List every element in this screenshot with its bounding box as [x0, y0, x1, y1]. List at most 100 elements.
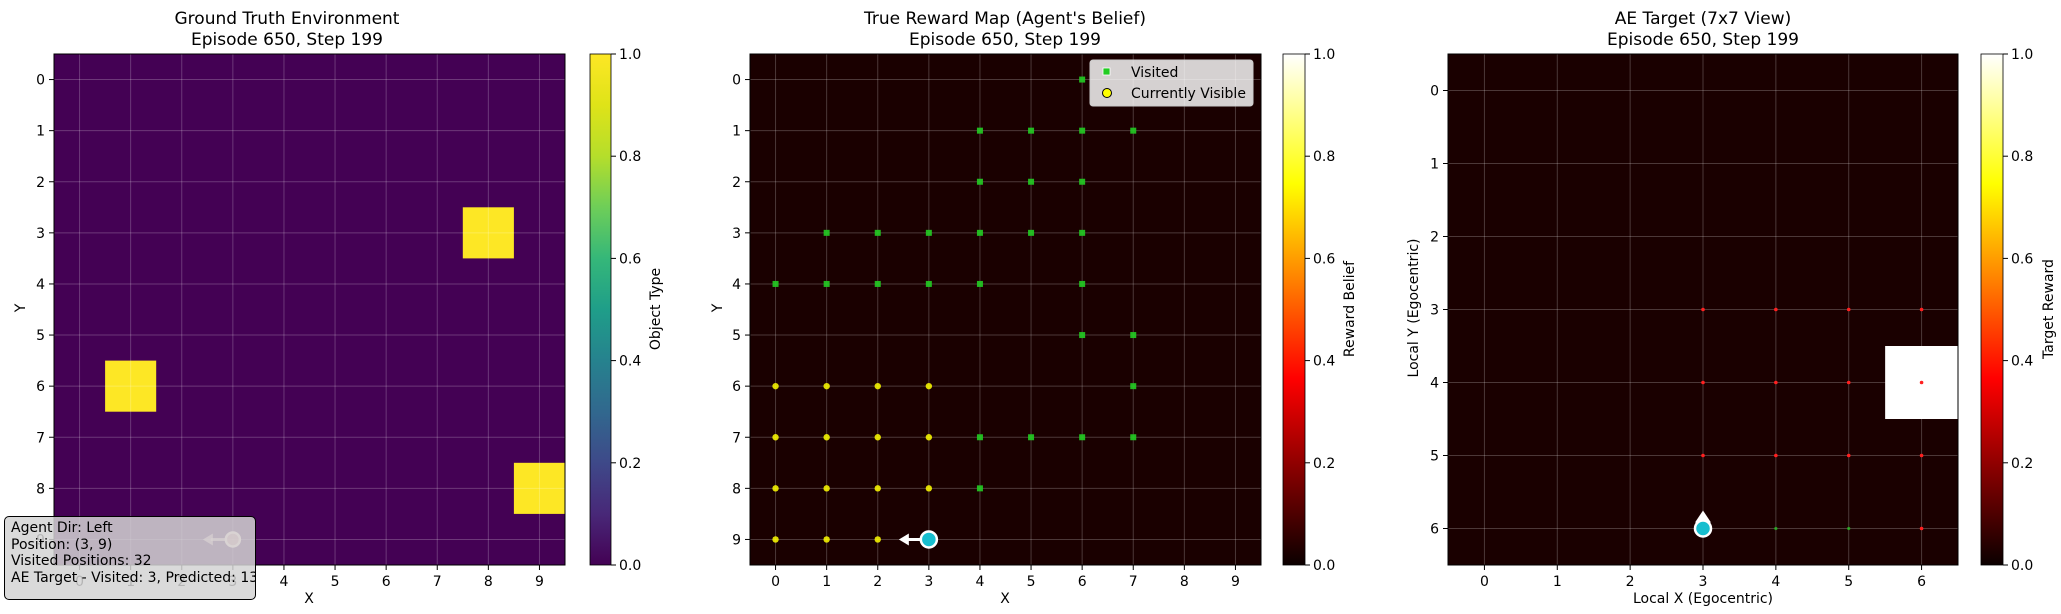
target-dot	[1774, 453, 1778, 458]
plot-frame	[749, 53, 1262, 566]
visited-marker	[1079, 229, 1086, 236]
x-tick-label: 8	[1180, 574, 1189, 590]
panel-ae-target: AE Target (7x7 View) Episode 650, Step 1…	[1406, 9, 2057, 607]
target-dot	[1846, 380, 1851, 385]
legend-visited-marker-icon	[1102, 67, 1111, 76]
visited-marker	[1079, 332, 1086, 339]
visible-marker	[925, 382, 933, 390]
x-tick-label: 4	[975, 574, 984, 590]
target-dot	[1846, 307, 1851, 312]
colorbar-tick-label: 1.0	[2011, 47, 2033, 63]
x-tick-label: 4	[279, 574, 288, 590]
target-dot	[1919, 380, 1924, 385]
visited-marker	[976, 178, 983, 185]
panel3-y-ticks: 0 1 2 3 4 5 6	[1430, 84, 1448, 538]
y-tick-label: 1	[36, 124, 45, 140]
target-dot	[1701, 380, 1705, 385]
colorbar-tick-label: 0.8	[2011, 149, 2033, 165]
x-tick-label: 2	[1626, 574, 1635, 590]
colorbar-tick-label: 0.4	[2011, 354, 2033, 370]
panel1-title-line1: Ground Truth Environment	[175, 9, 400, 29]
visited-marker	[1130, 127, 1137, 134]
visible-marker	[874, 536, 881, 543]
visited-marker	[1079, 280, 1086, 287]
visited-marker	[1130, 332, 1137, 339]
info-line-direction: Agent Dir: Left	[11, 520, 113, 536]
visited-marker	[874, 229, 881, 236]
visited-marker	[925, 229, 932, 236]
visible-marker	[874, 485, 881, 492]
panel3-colorbar-label: Target Reward	[2041, 259, 2057, 360]
colorbar-tick-label: 0.6	[619, 251, 641, 267]
x-tick-label: 3	[924, 574, 933, 590]
y-tick-label: 9	[732, 532, 741, 548]
x-tick-label: 2	[873, 574, 882, 590]
visited-marker	[1079, 127, 1086, 134]
y-tick-label: 2	[1430, 230, 1439, 246]
heatmap-cell	[513, 462, 565, 514]
y-tick-label: 6	[1430, 522, 1439, 538]
panel3-x-label: Local X (Egocentric)	[1633, 591, 1773, 607]
visited-marker	[976, 127, 983, 134]
y-tick-label: 7	[36, 430, 45, 446]
visited-marker	[1079, 178, 1086, 185]
y-tick-label: 8	[36, 481, 45, 497]
y-tick-label: 4	[1430, 376, 1439, 392]
heatmap-cell	[105, 360, 157, 412]
visited-marker	[1130, 434, 1137, 441]
x-tick-label: 5	[1027, 574, 1036, 590]
visible-marker	[772, 536, 779, 543]
colorbar-tick-label: 0.2	[1313, 456, 1335, 472]
panel3-colorbar	[1980, 53, 2004, 566]
panel-ground-truth: Ground Truth Environment Episode 650, St…	[13, 9, 664, 607]
x-tick-label: 4	[1771, 574, 1780, 590]
heatmap-cell	[462, 207, 514, 259]
colorbar-tick-label: 0.0	[619, 558, 641, 574]
target-dot	[1701, 453, 1705, 458]
heatmap-background	[750, 54, 1261, 565]
y-tick-label: 8	[732, 481, 741, 497]
visible-marker	[823, 382, 830, 390]
visited-marker	[1079, 76, 1086, 83]
panel2-y-label: Y	[710, 303, 726, 313]
legend-box	[1089, 59, 1254, 107]
x-tick-label: 6	[382, 574, 391, 590]
panel2-title-line1: True Reward Map (Agent's Belief)	[863, 9, 1146, 29]
x-tick-label: 9	[1231, 574, 1240, 590]
panel3-x-ticks: 0 1 2 3 4 5 6	[1480, 565, 1926, 590]
panel1-plot-area	[53, 53, 566, 566]
y-tick-label: 2	[36, 175, 45, 191]
x-tick-label: 6	[1917, 574, 1926, 590]
info-line-position: Position: (3, 9)	[11, 536, 113, 553]
agent-arrowhead	[1695, 510, 1711, 523]
panel2-x-ticks: 0 1 2 3 4 5 6 7 8 9	[771, 565, 1240, 590]
colorbar-tick-label: 0.4	[1313, 354, 1335, 370]
agent-marker	[1693, 519, 1713, 538]
y-tick-label: 0	[1430, 84, 1439, 100]
panel2-colorbar	[1282, 53, 1306, 566]
y-tick-label: 6	[732, 379, 741, 395]
colorbar-tick-label: 0.2	[2011, 456, 2033, 472]
colorbar-tick-label: 1.0	[1313, 47, 1335, 63]
colorbar-tick-label: 0.6	[2011, 251, 2033, 267]
target-visited-dot	[1774, 526, 1778, 531]
visited-marker	[1079, 434, 1086, 441]
y-tick-label: 5	[732, 328, 741, 344]
panel2-legend: Visited Currently Visible	[1089, 59, 1254, 107]
y-tick-label: 3	[36, 226, 45, 242]
visible-marker	[772, 382, 779, 390]
target-dot	[1919, 526, 1924, 531]
y-tick-label: 7	[732, 430, 741, 446]
legend-visible-marker-icon	[1102, 88, 1112, 98]
y-tick-label: 1	[1430, 157, 1439, 173]
colorbar-tick-label: 0.8	[1313, 149, 1335, 165]
visible-marker	[823, 536, 830, 543]
panel1-title-line2: Episode 650, Step 199	[191, 30, 383, 50]
target-dot	[1701, 307, 1705, 312]
visible-marker	[823, 485, 830, 492]
panel-reward-map: True Reward Map (Agent's Belief) Episode…	[710, 9, 1358, 607]
y-tick-label: 3	[732, 226, 741, 242]
target-dot	[1846, 453, 1851, 458]
panel1-y-label: Y	[13, 303, 29, 313]
target-visited-dot	[1847, 526, 1851, 531]
